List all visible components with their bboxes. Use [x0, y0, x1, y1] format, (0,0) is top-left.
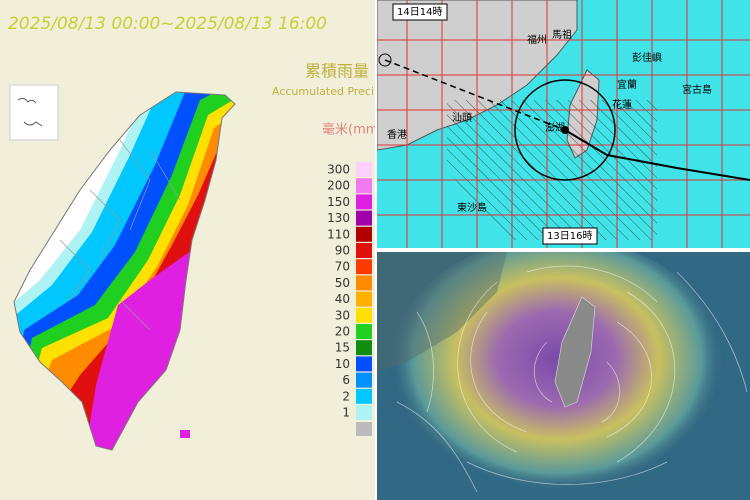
- place-label: 宜蘭: [617, 78, 637, 91]
- legend-swatch: [356, 162, 372, 177]
- legend-swatch: [356, 356, 372, 372]
- islands: [17, 97, 43, 127]
- legend-label: 40: [335, 292, 350, 306]
- legend-label: 6: [342, 373, 350, 387]
- legend-label: 130: [327, 211, 350, 225]
- legend-swatch: [356, 372, 372, 388]
- legend-label: 15: [335, 341, 350, 355]
- place-label: 香港: [387, 129, 407, 141]
- past-track: [564, 129, 750, 181]
- legend-label: 300: [327, 163, 350, 177]
- islands-inset: [9, 84, 59, 141]
- legend-swatch: [356, 178, 372, 194]
- legend-swatch: [356, 307, 372, 323]
- legend-label: 70: [335, 260, 350, 274]
- legend-swatch: [356, 194, 372, 210]
- forecast-point: [378, 53, 392, 67]
- streamlines: [396, 265, 748, 493]
- legend-swatch: [356, 405, 372, 420]
- legend-swatch: [356, 259, 372, 275]
- county-borders: [59, 139, 181, 331]
- legend-label: 200: [327, 179, 350, 193]
- storm-center: [561, 126, 569, 134]
- label-box: [542, 227, 598, 245]
- time-range: 2025/08/13 00:00~2025/08/13 16:00: [8, 14, 327, 34]
- island: [180, 430, 190, 438]
- legend-label: 2: [342, 389, 350, 403]
- warning-area: [447, 100, 657, 240]
- grid: [377, 0, 750, 248]
- forecast-track: [384, 59, 566, 131]
- unit-label: 毫米(mm): [322, 122, 375, 138]
- legend-swatch: [356, 210, 372, 226]
- legend-swatch: [356, 226, 372, 242]
- mainland: [377, 252, 507, 372]
- legend-swatch: [356, 243, 372, 258]
- place-label: 福州: [527, 33, 547, 46]
- legend-label: 30: [335, 308, 350, 322]
- map-title: 累積雨量: [305, 62, 369, 81]
- taiwan: [554, 296, 596, 408]
- legend-label: 1: [342, 406, 350, 420]
- legend-label: 110: [327, 227, 350, 241]
- legend-swatch: [356, 388, 372, 404]
- legend-label: 10: [335, 357, 350, 371]
- place-label: 彭佳嶼: [632, 51, 662, 64]
- legend-label: 150: [327, 195, 350, 209]
- legend-swatch: [356, 291, 372, 307]
- legend-label: 90: [335, 244, 350, 258]
- taiwan-outline: [13, 91, 236, 451]
- storm-radius: [514, 79, 616, 181]
- legend-swatch: [356, 340, 372, 356]
- legend-swatch-empty: [356, 422, 372, 436]
- place-label: 13日16時: [547, 230, 592, 242]
- place-label: 馬祖: [552, 28, 572, 41]
- place-label: 花蓮: [612, 98, 632, 111]
- wind-map: [377, 252, 750, 500]
- place-label: 澎湖: [545, 122, 565, 134]
- place-label: 宮古島: [682, 83, 712, 96]
- legend-label: 20: [335, 325, 350, 339]
- legend-swatch: [356, 275, 372, 291]
- legend-swatch: [356, 324, 372, 339]
- place-label: 14日14時: [397, 6, 442, 18]
- place-label: 東沙島: [457, 201, 487, 214]
- rainfall-map: 2025/08/13 00:00~2025/08/13 16:00 累積雨量 A…: [0, 0, 375, 500]
- legend-label: 50: [335, 276, 350, 290]
- map-subtitle: Accumulated Precipitation: [272, 85, 375, 98]
- place-label: 汕頭: [452, 112, 472, 124]
- label-box: [392, 3, 448, 21]
